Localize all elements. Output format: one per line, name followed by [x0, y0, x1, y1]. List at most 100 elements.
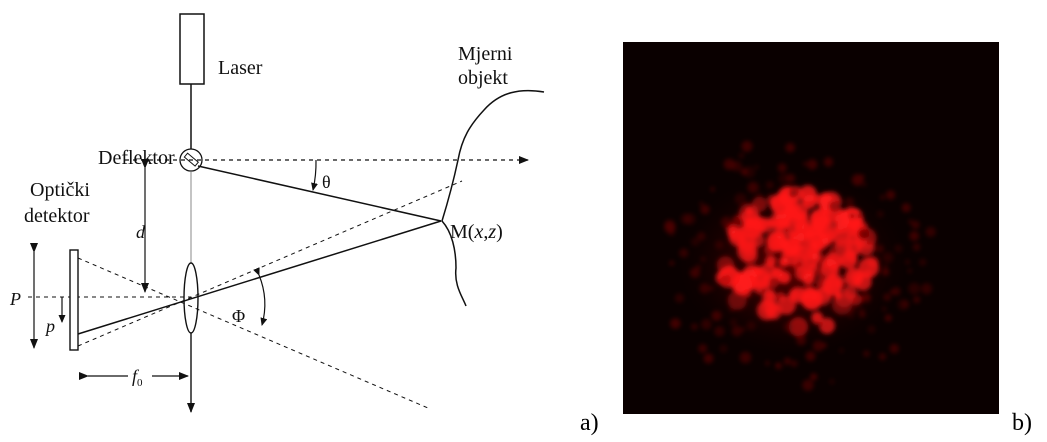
speckle-dot [812, 251, 824, 262]
speckle-dot-faint [839, 348, 844, 353]
field-line-upper [77, 180, 463, 347]
speckle-dot-faint [698, 344, 708, 353]
speckle-dot [792, 214, 810, 232]
detector-label-line2: detektor [24, 205, 90, 227]
speckle-dot-faint [738, 152, 745, 159]
speckle-dot-faint [828, 200, 841, 212]
speckle-dot-faint [852, 307, 857, 312]
speckle-dot [848, 217, 862, 231]
f0-label-bg [128, 364, 152, 386]
speckle-dot-faint [701, 318, 712, 330]
speckle-dot-faint [866, 239, 872, 245]
speckle-dot [727, 290, 747, 310]
speckle-dot-faint [700, 256, 706, 262]
speckle-dot [744, 216, 755, 227]
speckle-dot-faint [746, 321, 756, 331]
speckle-dot-faint [878, 353, 887, 361]
speckle-dot-faint [699, 201, 704, 206]
point-m-text: M(x,z) [450, 221, 503, 243]
speckle-dot-faint [754, 165, 759, 170]
speckle-dot-faint [721, 274, 731, 284]
speckle-dot [800, 268, 816, 283]
speckle-dot-faint [847, 311, 855, 319]
speckle-dot [858, 257, 879, 279]
speckle-dot-faint [788, 188, 799, 198]
speckle-dot-faint [696, 232, 706, 241]
speckle-dot [777, 295, 796, 315]
speckle-dot-faint [912, 243, 921, 251]
f0-main: f [132, 366, 140, 386]
speckle-dot-faint [729, 319, 737, 327]
speckle-dot-faint [889, 343, 899, 354]
speckle-dot-faint [710, 187, 715, 192]
speckle-dot-faint [851, 174, 864, 186]
speckle-dot-faint [747, 181, 759, 193]
speckle-dot-faint [879, 194, 886, 200]
speckle-dot-faint [680, 213, 692, 225]
speckle-dot-faint [810, 373, 818, 381]
speckle-dot-faint [876, 210, 884, 218]
speckle-dot-faint [911, 220, 920, 230]
speckle-dot-faint [679, 248, 689, 258]
speckle-dot-faint [807, 159, 818, 170]
speckle-dot-faint [817, 321, 823, 327]
speckle-dot-faint [802, 161, 808, 166]
speckle-dot-faint [897, 299, 909, 311]
speckle-dot-faint [695, 264, 701, 270]
speckle-dot-faint [715, 240, 724, 250]
speckle-dot-faint [739, 351, 752, 364]
speckle-dot-faint [664, 221, 676, 234]
speckle-dot-faint [700, 204, 710, 215]
detector-label-line1: Optički [30, 179, 90, 201]
speckle-dot-faint [719, 277, 724, 283]
speckle-dot [772, 197, 785, 210]
speckle-dot-faint [925, 226, 936, 237]
speckle-dot [779, 237, 790, 249]
p-label: p [44, 316, 55, 336]
speckle-dot-faint [812, 340, 824, 352]
speckle-dot [756, 300, 777, 321]
speckle-dot-faint [775, 362, 781, 369]
speckle-dot-faint [863, 350, 870, 358]
speckle-dot [834, 289, 854, 308]
speckle-dot-faint [783, 357, 792, 365]
speckle-dot-faint [797, 331, 805, 339]
speckle-dot [750, 216, 765, 231]
speckle-dot-faint [790, 360, 798, 367]
speckle-dot-faint [708, 285, 714, 292]
speckle-dot-faint [734, 193, 747, 205]
speckle-dot [798, 184, 817, 203]
speckle-cluster [664, 140, 936, 391]
speckle-dot-faint [805, 351, 816, 362]
speckle-dot [777, 271, 791, 284]
speckle-dot-faint [723, 158, 735, 170]
laser-label: Laser [218, 57, 263, 79]
speckle-dot [845, 251, 858, 263]
speckle-dot-faint [862, 182, 867, 187]
speckle-dot-faint [766, 181, 774, 189]
speckle-dot-faint [862, 293, 870, 301]
speckle-dot-faint [669, 260, 675, 266]
speckle-dot-faint [720, 216, 732, 228]
theta-label: θ [322, 172, 331, 192]
speckle-dot-faint [881, 306, 887, 312]
speckle-dot-faint [740, 168, 748, 176]
speckle-dot-faint [703, 353, 714, 364]
point-m-label: M(x,z) [450, 221, 503, 243]
speckle-dot [811, 311, 823, 323]
speckle-dot-faint [909, 231, 920, 241]
speckle-dot-faint [901, 203, 911, 213]
speckle-dot-faint [778, 173, 790, 184]
speckle-dot-faint [858, 227, 870, 239]
lens [183, 262, 199, 334]
speckle-svg [623, 42, 999, 414]
object-label-line1: Mjerni [458, 43, 513, 65]
speckle-dot [789, 286, 807, 304]
speckle-dot-faint [844, 197, 855, 208]
laser-box [179, 13, 205, 85]
speckle-dot-faint [883, 293, 892, 301]
speckle-dot-faint [783, 321, 794, 333]
speckle-dot-faint [674, 293, 684, 303]
speckle-dot-faint [699, 283, 710, 294]
